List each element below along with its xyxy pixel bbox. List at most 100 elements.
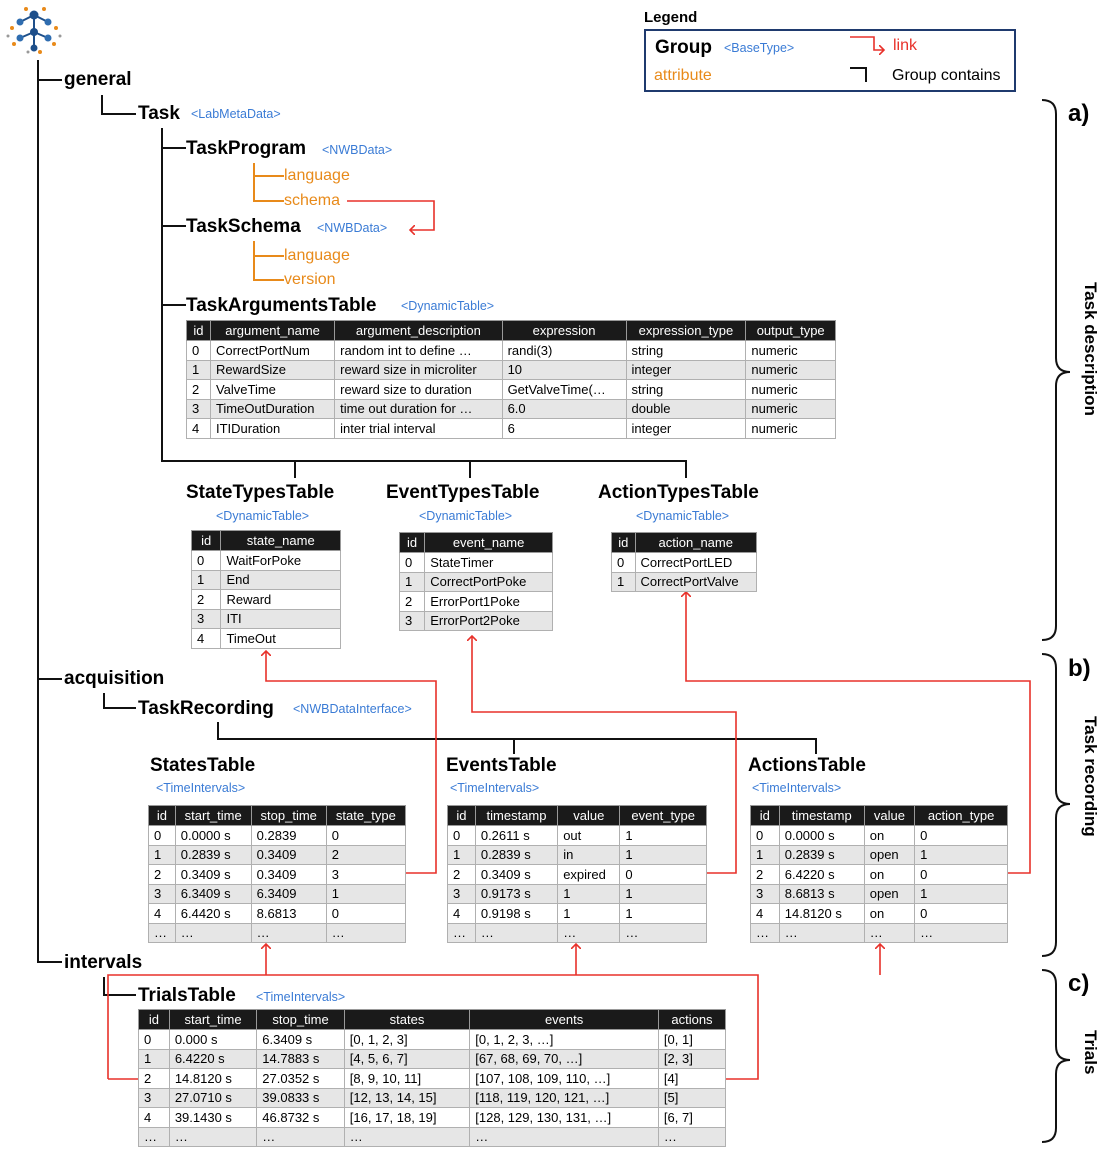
column-header: stop_time bbox=[256, 1009, 345, 1030]
table-row: 2 6.4220 s on 0 bbox=[750, 864, 1008, 885]
table-row: 2 0.3409 s 0.3409 3 bbox=[148, 864, 407, 885]
table-cell: ITIDuration bbox=[209, 418, 336, 439]
table-cell: 27.0352 s bbox=[256, 1068, 345, 1089]
table-row: ………… bbox=[750, 922, 1008, 943]
table-cell: 0.000 s bbox=[168, 1029, 258, 1050]
table-cell: 2 bbox=[138, 1068, 170, 1089]
column-header: id bbox=[447, 805, 476, 826]
basetype-trials: <TimeIntervals> bbox=[256, 990, 346, 1004]
table-row: 0 CorrectPortLED bbox=[611, 552, 758, 573]
event-types-table: id event_name 0 StateTimer 1 CorrectPortPoke 2… bbox=[398, 532, 553, 631]
basetype-actiontypes: <DynamicTable> bbox=[636, 509, 730, 523]
table-cell: 1 bbox=[325, 883, 407, 904]
table-row: 0 WaitForPoke bbox=[190, 550, 341, 571]
table-row: 0 0.0000 s on 0 bbox=[750, 825, 1008, 846]
table-cell: … bbox=[168, 1126, 258, 1147]
group-actions: ActionsTable bbox=[748, 755, 866, 776]
table-cell: open bbox=[863, 844, 916, 865]
table-cell: 4 bbox=[190, 628, 222, 649]
column-header: state_type bbox=[325, 805, 407, 826]
table-row: 3 TimeOutDuration time out duration for … 6… bbox=[186, 398, 836, 419]
table-cell: StateTimer bbox=[424, 552, 553, 573]
table-cell: 6.4220 s bbox=[778, 864, 865, 885]
group-taskrecording: TaskRecording bbox=[138, 698, 274, 719]
table-row: 2 14.8120 s 27.0352 s [8, 9, 10, 11] [107, 1… bbox=[138, 1068, 727, 1089]
table-row: 4 14.8120 s on 0 bbox=[750, 903, 1008, 924]
table-cell: 2 bbox=[325, 844, 407, 865]
table-cell: 6.4220 s bbox=[168, 1048, 258, 1069]
table-cell: 1 bbox=[138, 1048, 170, 1069]
table-cell: on bbox=[863, 864, 916, 885]
column-header: id bbox=[148, 805, 176, 826]
table-cell: 1 bbox=[750, 844, 780, 865]
basetype-task: <LabMetaData> bbox=[191, 107, 281, 121]
attr-ts-version: version bbox=[284, 271, 336, 288]
table-cell: 6.4420 s bbox=[174, 903, 252, 924]
table-cell: 0 bbox=[325, 903, 407, 924]
legend-attribute: attribute bbox=[654, 67, 712, 84]
table-row: 1 0.2839 s 0.3409 2 bbox=[148, 844, 407, 865]
basetype-actions: <TimeIntervals> bbox=[752, 781, 842, 795]
legend-box bbox=[644, 29, 1016, 92]
table-row: ………… bbox=[447, 922, 707, 943]
table-cell: 0 bbox=[619, 864, 707, 885]
table-cell: … bbox=[343, 1126, 471, 1147]
table-cell: … bbox=[250, 922, 327, 943]
table-cell: 3 bbox=[186, 398, 211, 419]
table-cell: 3 bbox=[138, 1087, 170, 1108]
table-cell: [128, 129, 130, 131, …] bbox=[469, 1107, 659, 1128]
table-header-row: id action_name bbox=[611, 532, 758, 553]
table-row: 1 End bbox=[190, 569, 341, 590]
table-row: 1 0.2839 s in 1 bbox=[447, 844, 707, 865]
table-cell: … bbox=[469, 1126, 659, 1147]
table-row: ………… bbox=[148, 922, 407, 943]
table-cell: 0.2839 s bbox=[778, 844, 865, 865]
table-cell: 4 bbox=[186, 418, 211, 439]
section-b-letter: b) bbox=[1068, 655, 1091, 682]
table-cell: 0 bbox=[914, 825, 1008, 846]
table-cell: 1 bbox=[190, 569, 222, 590]
table-cell: [0, 1, 2, 3] bbox=[343, 1029, 471, 1050]
table-cell: 39.1430 s bbox=[168, 1107, 258, 1128]
table-cell: 0.3409 bbox=[250, 844, 327, 865]
states-table: id start_time stop_time state_type 0 0.0000 s… bbox=[148, 805, 407, 943]
table-cell: … bbox=[447, 922, 476, 943]
table-row: 4 ITIDuration inter trial interval 6 integer… bbox=[186, 418, 836, 439]
section-c-letter: c) bbox=[1068, 970, 1090, 997]
table-cell: 1 bbox=[186, 359, 211, 380]
table-cell: End bbox=[220, 569, 341, 590]
table-row: 4 39.1430 s 46.8732 s [16, 17, 18, 19] [128,… bbox=[138, 1107, 727, 1128]
table-cell: 1 bbox=[557, 903, 621, 924]
table-header-row: id timestamp value action_type bbox=[750, 805, 1008, 826]
table-cell: 6.3409 s bbox=[174, 883, 252, 904]
table-row: 3 8.6813 s open 1 bbox=[750, 883, 1008, 904]
column-header: id bbox=[611, 532, 636, 553]
table-cell: 0.0000 s bbox=[778, 825, 865, 846]
table-cell: 6 bbox=[501, 418, 627, 439]
basetype-taskschema: <NWBData> bbox=[317, 221, 388, 235]
table-cell: [16, 17, 18, 19] bbox=[343, 1107, 471, 1128]
table-cell: 0 bbox=[914, 903, 1008, 924]
table-row: 1 CorrectPortValve bbox=[611, 571, 758, 592]
table-cell: 3 bbox=[398, 610, 426, 631]
table-row: 1 0.2839 s open 1 bbox=[750, 844, 1008, 865]
table-cell: 46.8732 s bbox=[256, 1107, 345, 1128]
table-cell: inter trial interval bbox=[334, 418, 503, 439]
table-cell: 4 bbox=[447, 903, 476, 924]
table-row: 3 6.3409 s 6.3409 1 bbox=[148, 883, 407, 904]
column-header: value bbox=[557, 805, 621, 826]
table-row: 3 ErrorPort2Poke bbox=[398, 610, 553, 631]
table-cell: … bbox=[863, 922, 916, 943]
table-cell: 2 bbox=[447, 864, 476, 885]
group-actiontypes: ActionTypesTable bbox=[598, 482, 759, 503]
table-row: 1 CorrectPortPoke bbox=[398, 571, 553, 592]
basetype-eventtypes: <DynamicTable> bbox=[419, 509, 513, 523]
table-cell: 6.0 bbox=[501, 398, 627, 419]
table-cell: 2 bbox=[750, 864, 780, 885]
column-header: id bbox=[138, 1009, 170, 1030]
column-header: actions bbox=[657, 1009, 727, 1030]
group-statetypes: StateTypesTable bbox=[186, 482, 335, 503]
table-cell: open bbox=[863, 883, 916, 904]
table-cell: 0.9173 s bbox=[474, 883, 559, 904]
